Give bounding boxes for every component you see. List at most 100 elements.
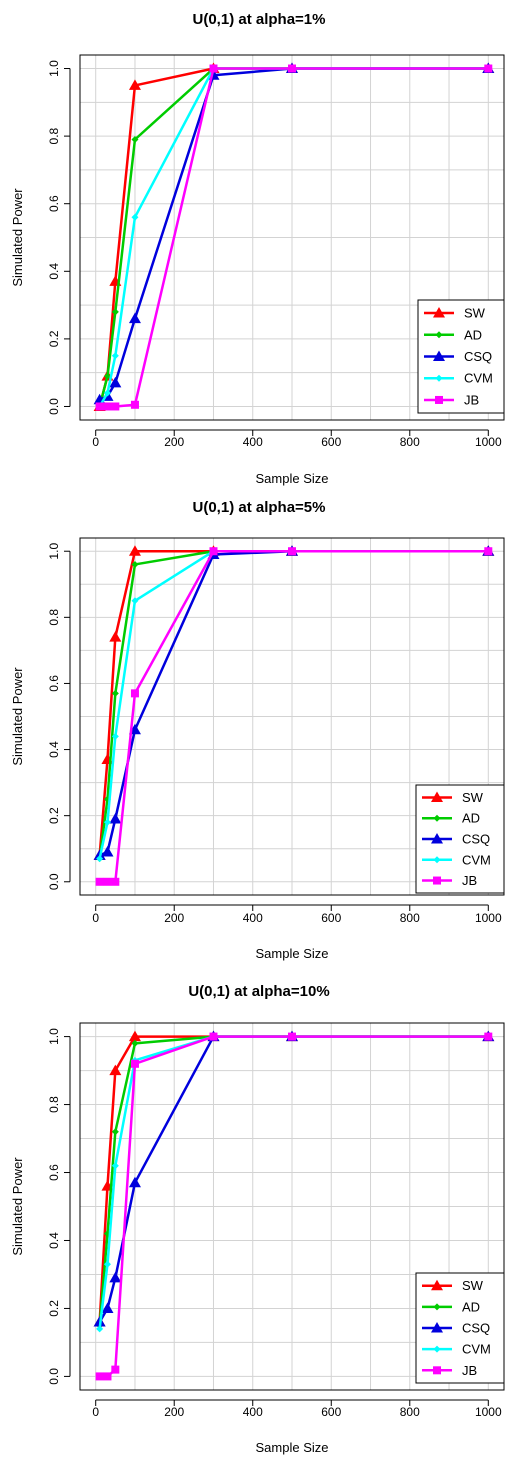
series-group [93, 1030, 495, 1381]
chart-title: U(0,1) at alpha=1% [193, 11, 326, 28]
plot-frame [79, 54, 505, 421]
series-group [93, 545, 495, 886]
data-point-cvm [131, 597, 139, 605]
data-point-jb [130, 689, 139, 698]
data-point-cvm [103, 1260, 111, 1268]
x-tick-label: 0 [92, 435, 99, 449]
x-tick-label: 0 [92, 911, 99, 925]
x-tick-label: 600 [321, 911, 341, 925]
legend-marker-sw [431, 791, 443, 802]
legend-item-sw: SW [424, 306, 486, 321]
legend-marker-sw [431, 1279, 443, 1291]
legend-marker-csq [431, 1322, 443, 1333]
legend-marker-ad [435, 331, 443, 339]
legend-item-cvm: CVM [422, 1342, 491, 1357]
power-chart-alpha-1: U(0,1) at alpha=1% 0 200 400 600 800 1000 Sampl… [10, 11, 505, 486]
data-point-jb [484, 547, 493, 556]
y-tick-label: 0.4 [47, 263, 61, 280]
data-point-ad [111, 308, 119, 316]
series-group [93, 62, 495, 411]
legend-item-sw: SW [422, 1278, 484, 1293]
data-point-jb [103, 402, 112, 411]
data-point-jb [484, 1032, 493, 1041]
x-axis-label: Sample Size [256, 946, 329, 961]
data-point-cvm [96, 855, 104, 863]
x-tick-label: 400 [243, 1405, 263, 1419]
data-point-ad [103, 372, 111, 380]
y-tick-label: 0.6 [47, 195, 61, 212]
data-point-cvm [103, 389, 111, 397]
data-point-cvm [131, 213, 139, 221]
data-point-jb [103, 1372, 112, 1381]
series-jb [95, 64, 493, 411]
legend-marker-cvm [433, 1345, 441, 1353]
y-axis: 0.0 0.2 0.4 0.6 0.8 1.0 [47, 1028, 71, 1385]
data-point-cvm [103, 818, 111, 826]
data-point-csq [109, 1271, 122, 1283]
legend: SW AD CSQ CVM JB [415, 1272, 505, 1384]
x-axis-label: Sample Size [256, 471, 329, 486]
legend-item-jb: JB [422, 1363, 477, 1378]
data-point-jb [209, 547, 218, 556]
x-tick-label: 200 [164, 911, 184, 925]
data-point-sw [128, 545, 141, 556]
y-tick-label: 0.8 [47, 609, 61, 626]
legend-label-jb: JB [464, 392, 479, 407]
legend-marker-jb [433, 1366, 441, 1375]
data-point-cvm [96, 1325, 104, 1333]
legend: SW AD CSQ CVM JB [415, 784, 505, 894]
legend-label-cvm: CVM [462, 852, 491, 867]
y-tick-label: 1.0 [47, 60, 61, 77]
data-point-csq [128, 1176, 141, 1188]
x-tick-label: 200 [164, 435, 184, 449]
legend-item-ad: AD [424, 327, 482, 342]
legend-marker-csq [431, 833, 443, 844]
data-point-sw [109, 631, 122, 642]
legend-item-csq: CSQ [424, 349, 492, 364]
data-point-csq [101, 1302, 114, 1313]
legend-item-cvm: CVM [422, 852, 491, 867]
data-point-jb [288, 1032, 296, 1041]
power-chart-alpha-10: U(0,1) at alpha=10% 0 200 400 600 800 1000 Samp… [10, 983, 505, 1455]
data-point-jb [111, 877, 120, 886]
legend-marker-csq [433, 350, 445, 361]
y-tick-label: 0.4 [47, 1232, 61, 1249]
y-tick-label: 0.2 [47, 807, 61, 824]
legend-marker-cvm [435, 374, 443, 382]
data-point-ad [131, 560, 139, 568]
data-point-sw [128, 1030, 141, 1042]
x-tick-label: 800 [400, 1405, 420, 1419]
series-jb [95, 1032, 493, 1381]
y-tick-label: 0.0 [47, 1368, 61, 1385]
data-point-ad [111, 1128, 119, 1136]
data-point-jb [95, 1372, 104, 1381]
data-point-cvm [111, 732, 119, 740]
legend-marker-cvm [433, 856, 441, 864]
data-point-jb [288, 64, 296, 73]
x-tick-label: 600 [321, 1405, 341, 1419]
chart-panel-alpha-5: U(0,1) at alpha=5% 0 200 400 600 800 1000 Sampl… [0, 488, 518, 976]
y-tick-label: 0.0 [47, 398, 61, 415]
data-point-jb [103, 877, 112, 886]
data-point-jb [130, 1059, 139, 1068]
legend-label-csq: CSQ [462, 832, 490, 847]
legend-label-sw: SW [462, 790, 484, 805]
legend-label-ad: AD [462, 811, 480, 826]
legend-item-csq: CSQ [422, 1321, 490, 1336]
y-axis: 0.0 0.2 0.4 0.6 0.8 1.0 [47, 60, 71, 415]
legend-label-sw: SW [464, 306, 486, 321]
legend-marker-sw [433, 307, 445, 318]
y-axis-label: Simulated Power [10, 188, 25, 287]
legend-item-jb: JB [422, 873, 477, 888]
legend-label-cvm: CVM [462, 1342, 491, 1357]
data-point-jb [95, 877, 104, 886]
y-axis: 0.0 0.2 0.4 0.6 0.8 1.0 [47, 543, 71, 890]
plot-frame [79, 1022, 505, 1391]
y-axis-label: Simulated Power [10, 667, 25, 766]
data-point-jb [209, 64, 218, 73]
y-tick-label: 0.6 [47, 675, 61, 692]
legend-item-jb: JB [424, 392, 479, 407]
chart-title: U(0,1) at alpha=5% [193, 499, 326, 516]
x-axis: 0 200 400 600 800 1000 [92, 1399, 502, 1419]
